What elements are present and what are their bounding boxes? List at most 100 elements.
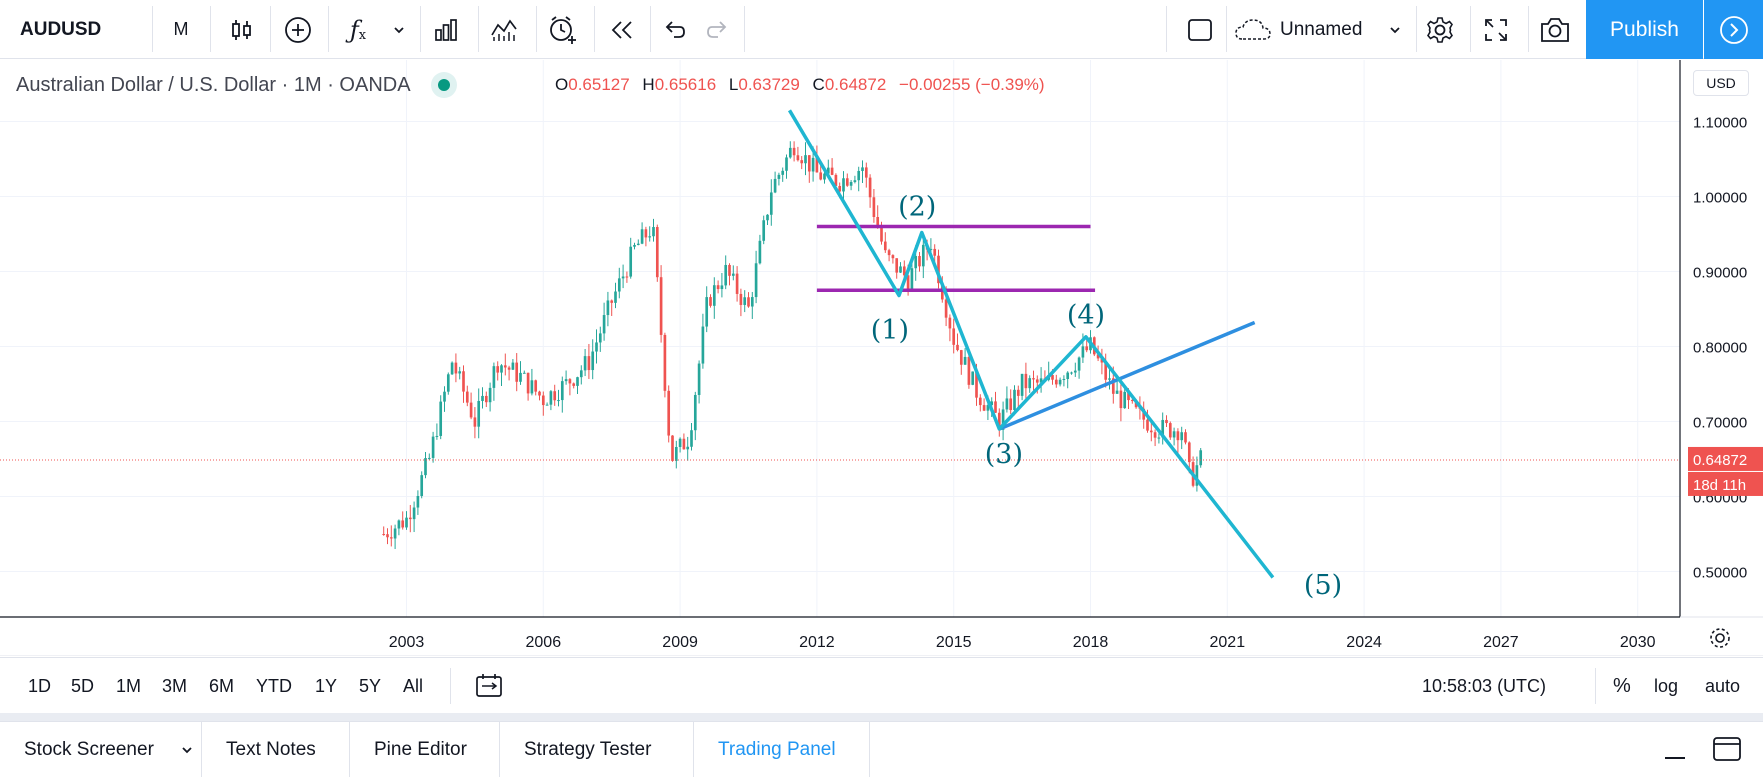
- replay-icon[interactable]: [602, 0, 642, 59]
- toolbar-divider: [594, 6, 595, 52]
- price-chart[interactable]: (1) (2) (3) (4) (5) 1.10000 1.00000 0.90000 0.8…: [0, 60, 1763, 656]
- templates-icon[interactable]: [484, 0, 524, 59]
- panel-divider[interactable]: [0, 713, 1763, 721]
- range-1y[interactable]: 1Y: [315, 675, 338, 696]
- tab-text-notes[interactable]: Text Notes: [202, 722, 350, 777]
- axis-settings-icon[interactable]: [1710, 628, 1730, 648]
- auto-scale-toggle[interactable]: auto: [1705, 675, 1741, 696]
- candle-body: [560, 381, 564, 401]
- chart-pane[interactable]: (1) (2) (3) (4) (5) 1.10000 1.00000 0.90000 0.8…: [0, 60, 1763, 656]
- minimize-icon[interactable]: [1660, 734, 1690, 764]
- market-status-icon[interactable]: [430, 72, 457, 98]
- candle-body: [636, 243, 640, 246]
- wave-label[interactable]: (2): [898, 191, 936, 222]
- range-5d[interactable]: 5D: [71, 675, 95, 696]
- range-6m[interactable]: 6M: [209, 675, 235, 696]
- rectangle-icon[interactable]: [1182, 0, 1218, 59]
- tab-pine-editor[interactable]: Pine Editor: [350, 722, 500, 777]
- layout-selector[interactable]: Unnamed: [1234, 0, 1388, 59]
- elliott-wave-line[interactable]: [787, 109, 1275, 579]
- range-ytd[interactable]: YTD: [256, 675, 292, 696]
- candle-body: [572, 383, 576, 386]
- candle-body: [1035, 379, 1039, 383]
- candle-body: [716, 285, 720, 290]
- gear-icon[interactable]: [1420, 0, 1460, 59]
- range-1d[interactable]: 1D: [28, 675, 52, 696]
- candle-body: [1096, 354, 1100, 359]
- high-value: 0.65616: [654, 75, 717, 94]
- utc-clock[interactable]: 10:58:03 (UTC): [1422, 675, 1547, 696]
- countdown-label: 18d 11h: [1693, 477, 1746, 494]
- candle-body: [967, 356, 971, 385]
- compare-add-icon[interactable]: [278, 0, 318, 59]
- range-5y[interactable]: 5Y: [359, 675, 382, 696]
- tab-stock-screener[interactable]: Stock Screener: [0, 722, 202, 777]
- candle-body: [462, 371, 465, 392]
- price-axis[interactable]: 1.100001.000000.900000.800000.700000.600…: [1679, 60, 1763, 617]
- wave-label[interactable]: (1): [871, 315, 909, 346]
- chevron-down-icon[interactable]: [1380, 0, 1410, 59]
- date-range-icon[interactable]: [475, 658, 503, 714]
- candle-body: [503, 365, 507, 368]
- range-3m[interactable]: 3M: [162, 675, 188, 696]
- candle-body: [948, 317, 952, 329]
- wave-label[interactable]: (5): [1304, 570, 1342, 601]
- maximize-icon[interactable]: [1711, 734, 1743, 764]
- candle-body: [549, 391, 553, 405]
- candle-body: [1066, 372, 1070, 379]
- candle-body: [792, 147, 796, 156]
- candle-body: [861, 167, 864, 171]
- candle-body: [598, 333, 602, 343]
- wave-label[interactable]: (4): [1067, 300, 1105, 331]
- candle-body: [1070, 372, 1073, 374]
- log-scale-toggle[interactable]: log: [1654, 675, 1679, 696]
- candle-body: [1054, 379, 1058, 385]
- fullscreen-icon[interactable]: [1476, 0, 1516, 59]
- candle-body: [663, 334, 667, 391]
- wave-label[interactable]: (3): [985, 439, 1023, 470]
- last-price-label: 0.64872: [1693, 452, 1747, 469]
- tab-strategy-tester[interactable]: Strategy Tester: [500, 722, 694, 777]
- range-all[interactable]: All: [403, 675, 424, 696]
- play-icon[interactable]: [1704, 0, 1763, 59]
- undo-icon[interactable]: [656, 0, 692, 59]
- candle-body: [1024, 373, 1028, 389]
- range-1m[interactable]: 1M: [116, 675, 142, 696]
- percent-scale-toggle[interactable]: %: [1613, 674, 1631, 697]
- time-tick-label: 2015: [936, 634, 972, 651]
- time-tick-label: 2006: [526, 634, 562, 651]
- candle-body: [709, 297, 712, 306]
- interval-button[interactable]: M: [173, 19, 189, 39]
- financials-icon[interactable]: [426, 0, 466, 59]
- candle-body: [652, 227, 655, 237]
- candle-body: [469, 402, 473, 418]
- toolbar-divider: [1528, 6, 1529, 52]
- chevron-down-icon[interactable]: [180, 743, 194, 757]
- chevron-down-icon[interactable]: [382, 0, 416, 59]
- camera-icon[interactable]: [1534, 0, 1576, 59]
- price-tick-label: 1.10000: [1693, 115, 1747, 132]
- trend-line[interactable]: [998, 320, 1256, 431]
- drawings-layer[interactable]: (1) (2) (3) (4) (5): [0, 109, 1680, 601]
- alert-clock-icon[interactable]: [542, 0, 584, 59]
- candle-body: [933, 248, 937, 256]
- candle-body: [971, 371, 975, 385]
- candle-body: [914, 256, 918, 269]
- candle-body: [1085, 346, 1089, 351]
- low-label: L: [728, 75, 739, 94]
- candle-body: [849, 182, 853, 186]
- symbol-search[interactable]: AUDUSD: [20, 18, 102, 40]
- tab-trading-panel[interactable]: Trading Panel: [694, 722, 870, 777]
- publish-button[interactable]: Publish: [1586, 0, 1703, 59]
- candle-body: [963, 356, 967, 365]
- redo-icon[interactable]: [700, 0, 736, 59]
- ohlc-values: O0.65127 H0.65616 L0.63729 C0.64872 −0.0…: [555, 75, 1045, 95]
- candle-body: [982, 405, 986, 411]
- candle-body: [697, 363, 701, 395]
- time-axis[interactable]: 2003 2006 2009 2012 2015 2018 2021 2024 2027 2030: [0, 616, 1763, 656]
- candle-body: [918, 256, 921, 267]
- currency-badge[interactable]: USD: [1693, 70, 1749, 96]
- candles-icon[interactable]: [222, 0, 262, 59]
- candle-body: [899, 266, 902, 273]
